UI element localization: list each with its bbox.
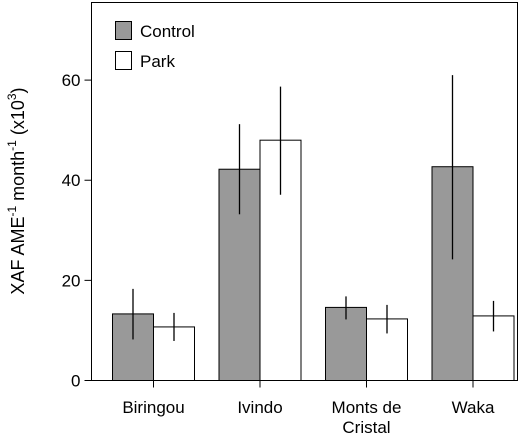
bar-control-2 <box>325 306 367 382</box>
legend-swatch-control <box>115 21 132 40</box>
y-tick-label-3: 60 <box>62 71 81 90</box>
legend-swatch-park <box>115 51 132 70</box>
y-tick-label-2: 40 <box>62 171 81 190</box>
y-tick-label-0: 0 <box>71 372 80 391</box>
x-tick-label-2-line-0: Monts de <box>332 398 402 417</box>
legend-label-park: Park <box>140 52 175 71</box>
legend-label-control: Control <box>140 22 195 41</box>
y-axis-title: XAF AME-1 month-1 (x103) <box>5 87 28 294</box>
x-tick-label-1: Ivindo <box>237 398 282 417</box>
error-bars-group <box>132 75 495 341</box>
y-axis: 0 20 40 60 <box>62 71 92 391</box>
x-tick-label-2-line-1: Cristal <box>342 418 390 434</box>
x-tick-label-0: Biringou <box>122 398 184 417</box>
y-tick-label-1: 20 <box>62 271 81 290</box>
legend: Control Park <box>115 21 195 71</box>
x-tick-label-3: Waka <box>452 398 495 417</box>
bars-group <box>112 139 515 382</box>
plot-frame <box>91 2 518 381</box>
